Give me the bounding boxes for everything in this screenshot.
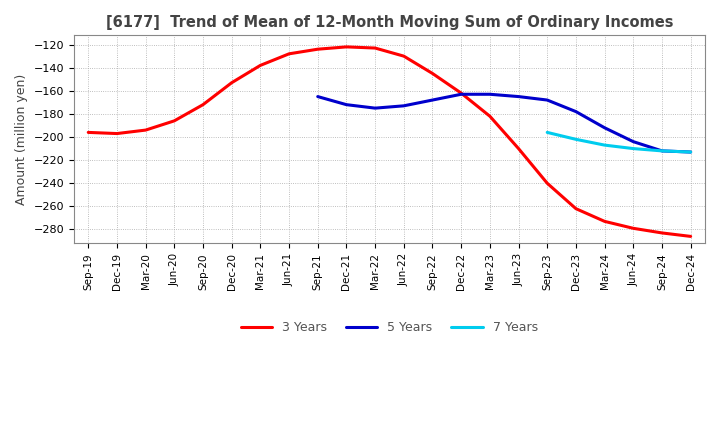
3 Years xyxy=(313,47,322,52)
3 Years xyxy=(199,102,207,107)
3 Years xyxy=(342,44,351,50)
5 Years xyxy=(400,103,408,109)
5 Years xyxy=(572,109,580,114)
3 Years xyxy=(657,230,666,235)
5 Years xyxy=(428,97,437,103)
5 Years xyxy=(485,92,494,97)
3 Years xyxy=(400,54,408,59)
3 Years xyxy=(686,234,695,239)
3 Years xyxy=(572,206,580,211)
3 Years xyxy=(256,63,265,68)
3 Years xyxy=(485,114,494,119)
7 Years xyxy=(657,148,666,154)
7 Years xyxy=(543,130,552,135)
3 Years xyxy=(514,146,523,151)
3 Years xyxy=(228,80,236,85)
3 Years xyxy=(428,71,437,76)
5 Years xyxy=(657,148,666,154)
5 Years xyxy=(371,106,379,111)
Y-axis label: Amount (million yen): Amount (million yen) xyxy=(15,74,28,205)
5 Years xyxy=(342,102,351,107)
3 Years xyxy=(629,226,638,231)
3 Years xyxy=(371,45,379,51)
7 Years xyxy=(600,143,609,148)
3 Years xyxy=(170,118,179,124)
5 Years xyxy=(514,94,523,99)
Line: 3 Years: 3 Years xyxy=(89,47,690,236)
Title: [6177]  Trend of Mean of 12-Month Moving Sum of Ordinary Incomes: [6177] Trend of Mean of 12-Month Moving … xyxy=(106,15,673,30)
5 Years xyxy=(629,139,638,144)
3 Years xyxy=(600,219,609,224)
7 Years xyxy=(572,137,580,142)
3 Years xyxy=(141,128,150,133)
3 Years xyxy=(112,131,121,136)
5 Years xyxy=(457,92,466,97)
3 Years xyxy=(457,91,466,96)
Line: 5 Years: 5 Years xyxy=(318,94,690,152)
3 Years xyxy=(84,130,93,135)
3 Years xyxy=(284,51,293,56)
7 Years xyxy=(686,150,695,155)
7 Years xyxy=(629,146,638,151)
3 Years xyxy=(543,180,552,186)
5 Years xyxy=(543,97,552,103)
Line: 7 Years: 7 Years xyxy=(547,132,690,152)
5 Years xyxy=(313,94,322,99)
5 Years xyxy=(600,125,609,130)
5 Years xyxy=(686,150,695,155)
Legend: 3 Years, 5 Years, 7 Years: 3 Years, 5 Years, 7 Years xyxy=(236,316,543,339)
